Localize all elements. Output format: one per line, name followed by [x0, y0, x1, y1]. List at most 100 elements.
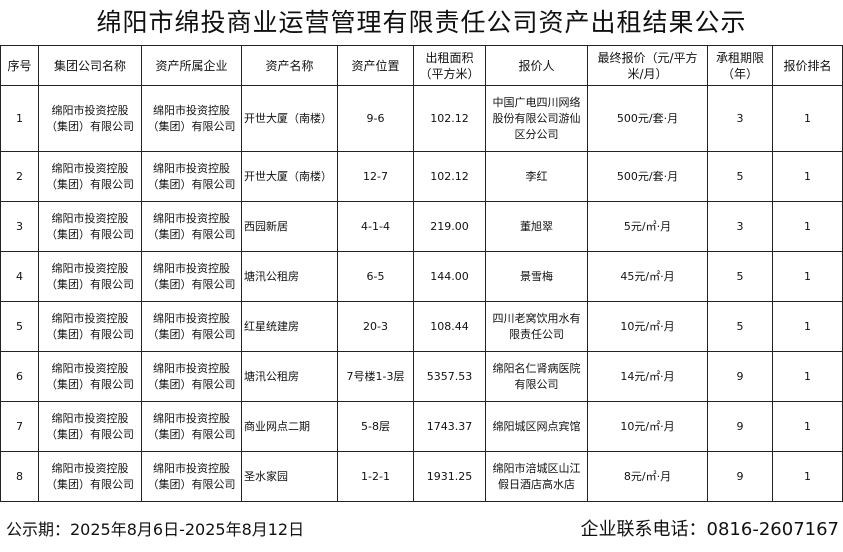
table-cell: 9 [707, 451, 773, 502]
column-header: 承租期限（年） [707, 45, 773, 86]
column-header: 出租面积（平方米） [413, 45, 486, 86]
table-cell: 绵阳市投资控股（集团）有限公司 [141, 201, 242, 252]
table-cell: 1 [772, 151, 843, 202]
table-cell: 8元/㎡·月 [587, 451, 708, 502]
footer: 公示期：2025年8月6日-2025年8月12日 企业联系电话：0816-260… [0, 501, 843, 552]
table-cell: 塘汛公租房 [241, 351, 338, 402]
table-cell: 4-1-4 [337, 201, 414, 252]
table-cell: 绵阳市投资控股（集团）有限公司 [141, 251, 242, 302]
column-header: 集团公司名称 [38, 45, 142, 86]
results-table: 序号 集团公司名称 资产所属企业 资产名称 资产位置 出租面积（平方米） 报价人 最终报价（元… [0, 45, 843, 502]
table-cell: 绵阳市投资控股（集团）有限公司 [141, 351, 242, 402]
table-cell: 5 [707, 301, 773, 352]
table-cell: 6 [0, 351, 39, 402]
table-cell: 绵阳市投资控股（集团）有限公司 [38, 201, 142, 252]
table-cell: 45元/㎡·月 [587, 251, 708, 302]
table-cell: 景雪梅 [485, 251, 588, 302]
table-cell: 绵阳市投资控股（集团）有限公司 [38, 251, 142, 302]
table-cell: 5-8层 [337, 401, 414, 452]
table-cell: 开世大厦（南楼） [241, 85, 338, 152]
table-cell: 西园新居 [241, 201, 338, 252]
table-cell: 绵阳市投资控股（集团）有限公司 [141, 301, 242, 352]
table-cell: 董旭翠 [485, 201, 588, 252]
table-cell: 108.44 [413, 301, 486, 352]
column-header: 资产位置 [337, 45, 414, 86]
table-cell: 9-6 [337, 85, 414, 152]
table-cell: 绵阳市投资控股（集团）有限公司 [38, 151, 142, 202]
table-cell: 1931.25 [413, 451, 486, 502]
table-cell: 1 [772, 401, 843, 452]
table-cell: 5元/㎡·月 [587, 201, 708, 252]
table-cell: 3 [0, 201, 39, 252]
column-header: 报价人 [485, 45, 588, 86]
column-header: 资产所属企业 [141, 45, 242, 86]
table-cell: 绵阳市投资控股（集团）有限公司 [141, 151, 242, 202]
table-cell: 8 [0, 451, 39, 502]
column-header: 最终报价（元/平方米/月） [587, 45, 708, 86]
table-cell: 绵阳市投资控股（集团）有限公司 [38, 401, 142, 452]
table-cell: 5 [707, 151, 773, 202]
table-cell: 500元/套·月 [587, 151, 708, 202]
table-row: 6 绵阳市投资控股（集团）有限公司 绵阳市投资控股（集团）有限公司 塘汛公租房 7号楼1… [0, 351, 843, 402]
table-row: 7 绵阳市投资控股（集团）有限公司 绵阳市投资控股（集团）有限公司 商业网点二期 5-8… [0, 401, 843, 452]
table-cell: 绵阳名仁肾病医院有限公司 [485, 351, 588, 402]
table-cell: 1 [772, 351, 843, 402]
column-header: 报价排名 [772, 45, 843, 86]
table-row: 4 绵阳市投资控股（集团）有限公司 绵阳市投资控股（集团）有限公司 塘汛公租房 6-5 1… [0, 251, 843, 302]
table-cell: 1 [772, 251, 843, 302]
table-cell: 绵阳城区网点宾馆 [485, 401, 588, 452]
table-cell: 1743.37 [413, 401, 486, 452]
page-title: 绵阳市绵投商业运营管理有限责任公司资产出租结果公示 [96, 8, 747, 37]
table-cell: 500元/套·月 [587, 85, 708, 152]
table-cell: 四川老窝饮用水有限责任公司 [485, 301, 588, 352]
table-cell: 绵阳市投资控股（集团）有限公司 [141, 451, 242, 502]
table-cell: 102.12 [413, 85, 486, 152]
table-cell: 圣水家园 [241, 451, 338, 502]
table-cell: 1 [772, 85, 843, 152]
table-cell: 中国广电四川网络股份有限公司游仙区分公司 [485, 85, 588, 152]
table-cell: 1 [772, 301, 843, 352]
table-cell: 绵阳市投资控股（集团）有限公司 [38, 301, 142, 352]
table-cell: 开世大厦（南楼） [241, 151, 338, 202]
table-cell: 3 [707, 85, 773, 152]
table-cell: 10元/㎡·月 [587, 401, 708, 452]
table-cell: 4 [0, 251, 39, 302]
table-row: 3 绵阳市投资控股（集团）有限公司 绵阳市投资控股（集团）有限公司 西园新居 4-1-4… [0, 201, 843, 252]
table-cell: 10元/㎡·月 [587, 301, 708, 352]
table-cell: 14元/㎡·月 [587, 351, 708, 402]
table-cell: 塘汛公租房 [241, 251, 338, 302]
table-cell: 5 [0, 301, 39, 352]
table-cell: 商业网点二期 [241, 401, 338, 452]
table-row: 1 绵阳市投资控股（集团）有限公司 绵阳市投资控股（集团）有限公司 开世大厦（南楼） 9… [0, 85, 843, 152]
table-cell: 绵阳市投资控股（集团）有限公司 [141, 401, 242, 452]
table-cell: 绵阳市投资控股（集团）有限公司 [38, 451, 142, 502]
table-cell: 20-3 [337, 301, 414, 352]
table-cell: 9 [707, 351, 773, 402]
table-cell: 1 [0, 85, 39, 152]
table-cell: 102.12 [413, 151, 486, 202]
table-row: 8 绵阳市投资控股（集团）有限公司 绵阳市投资控股（集团）有限公司 圣水家园 1-2-1… [0, 451, 843, 502]
table-cell: 绵阳市投资控股（集团）有限公司 [141, 85, 242, 152]
table-row: 5 绵阳市投资控股（集团）有限公司 绵阳市投资控股（集团）有限公司 红星统建房 20-3… [0, 301, 843, 352]
column-header: 序号 [0, 45, 39, 86]
table-cell: 绵阳市投资控股（集团）有限公司 [38, 351, 142, 402]
table-cell: 7 [0, 401, 39, 452]
table-cell: 6-5 [337, 251, 414, 302]
table-cell: 5 [707, 251, 773, 302]
table-cell: 9 [707, 401, 773, 452]
table-cell: 红星统建房 [241, 301, 338, 352]
table-cell: 1 [772, 201, 843, 252]
table-cell: 绵阳市涪城区山江假日酒店高水店 [485, 451, 588, 502]
table-cell: 12-7 [337, 151, 414, 202]
header-row: 序号 集团公司名称 资产所属企业 资产名称 资产位置 出租面积（平方米） 报价人 最终报价（元… [0, 45, 843, 86]
table-cell: 2 [0, 151, 39, 202]
table-row: 2 绵阳市投资控股（集团）有限公司 绵阳市投资控股（集团）有限公司 开世大厦（南楼） 1… [0, 151, 843, 202]
column-header: 资产名称 [241, 45, 338, 86]
table-cell: 3 [707, 201, 773, 252]
table-cell: 李红 [485, 151, 588, 202]
contact-phone: 企业联系电话：0816-2607167 [580, 519, 839, 540]
table-cell: 144.00 [413, 251, 486, 302]
table-cell: 219.00 [413, 201, 486, 252]
table-cell: 绵阳市投资控股（集团）有限公司 [38, 85, 142, 152]
table-cell: 1 [772, 451, 843, 502]
